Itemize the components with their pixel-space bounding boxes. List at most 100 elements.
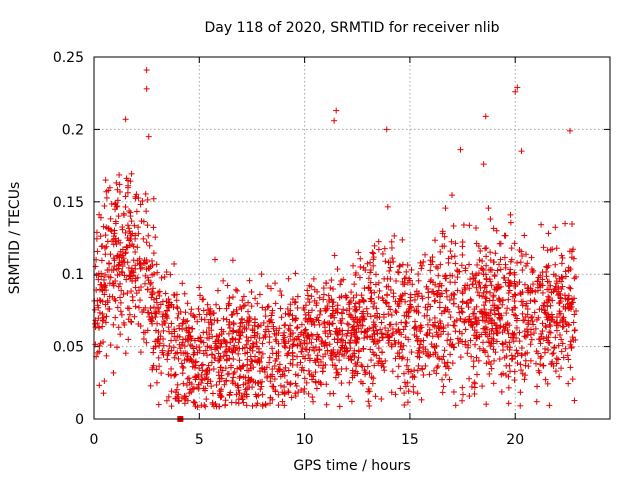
data-point — [246, 313, 253, 320]
data-point — [235, 350, 242, 357]
data-point — [349, 367, 356, 374]
data-point — [302, 355, 309, 362]
data-point — [255, 392, 262, 399]
axis-ticks — [93, 56, 610, 420]
data-point — [130, 257, 137, 264]
data-point — [522, 333, 529, 340]
data-point — [518, 345, 525, 352]
data-point — [138, 284, 145, 291]
data-point — [186, 379, 193, 386]
data-point — [415, 271, 422, 278]
data-point — [441, 347, 448, 354]
data-point — [376, 337, 383, 344]
data-point — [530, 321, 537, 328]
data-point — [558, 365, 565, 372]
data-point — [491, 273, 498, 280]
data-point — [96, 297, 103, 304]
data-point — [500, 323, 507, 330]
data-point — [322, 351, 329, 358]
data-point — [340, 306, 347, 313]
data-point — [152, 234, 159, 241]
data-point — [102, 177, 109, 184]
y-tick-label: 0.15 — [53, 195, 84, 211]
data-point — [275, 391, 282, 398]
data-point — [303, 334, 310, 341]
data-point — [214, 287, 221, 294]
data-point — [445, 255, 452, 262]
data-point — [552, 334, 559, 341]
data-point — [547, 302, 554, 309]
data-point — [521, 317, 528, 324]
data-point — [544, 247, 551, 254]
data-point — [252, 295, 259, 302]
data-point — [562, 345, 569, 352]
data-point — [348, 356, 355, 363]
data-point — [312, 379, 319, 386]
data-point — [230, 356, 237, 363]
data-point — [304, 340, 311, 347]
data-point — [222, 397, 229, 404]
data-point — [497, 256, 504, 263]
data-point — [557, 294, 564, 301]
data-point — [126, 311, 133, 318]
data-point — [274, 368, 281, 375]
data-point-outlier — [566, 127, 573, 134]
data-point — [432, 237, 439, 244]
data-point — [389, 255, 396, 262]
data-point — [474, 334, 481, 341]
data-point — [416, 354, 423, 361]
data-point — [395, 339, 402, 346]
data-point — [556, 319, 563, 326]
data-point — [488, 282, 495, 289]
data-point — [102, 271, 109, 278]
data-point — [388, 244, 395, 251]
data-point — [179, 370, 186, 377]
data-point — [470, 363, 477, 370]
data-point — [547, 323, 554, 330]
data-point — [383, 300, 390, 307]
data-point — [175, 398, 182, 405]
data-point — [479, 383, 486, 390]
data-point — [556, 290, 563, 297]
data-point — [205, 306, 212, 313]
data-point — [136, 287, 143, 294]
data-point — [139, 197, 146, 204]
data-point — [527, 331, 534, 338]
data-point — [181, 400, 188, 407]
data-point — [176, 325, 183, 332]
data-point — [553, 245, 560, 252]
data-point — [370, 250, 377, 257]
data-point — [497, 240, 504, 247]
data-point — [145, 277, 152, 284]
data-point — [488, 306, 495, 313]
data-point — [543, 263, 550, 270]
data-point — [186, 329, 193, 336]
data-point — [220, 315, 227, 322]
data-point — [437, 261, 444, 268]
data-point — [101, 378, 108, 385]
data-point — [255, 322, 262, 329]
data-point — [180, 364, 187, 371]
data-point — [213, 333, 220, 340]
data-point — [163, 313, 170, 320]
data-point — [242, 350, 249, 357]
data-point — [409, 373, 416, 380]
data-point — [202, 347, 209, 354]
data-point — [423, 331, 430, 338]
data-point — [401, 401, 408, 408]
data-point — [480, 302, 487, 309]
data-point — [339, 315, 346, 322]
data-point — [124, 289, 131, 296]
data-point — [244, 385, 251, 392]
data-point — [305, 367, 312, 374]
data-point — [335, 371, 342, 378]
data-point — [128, 269, 135, 276]
data-point — [558, 286, 565, 293]
data-point — [336, 350, 343, 357]
data-point — [291, 299, 298, 306]
data-point — [448, 292, 455, 299]
data-point — [490, 380, 497, 387]
data-point — [308, 320, 315, 327]
data-point — [144, 309, 151, 316]
data-point — [533, 348, 540, 355]
